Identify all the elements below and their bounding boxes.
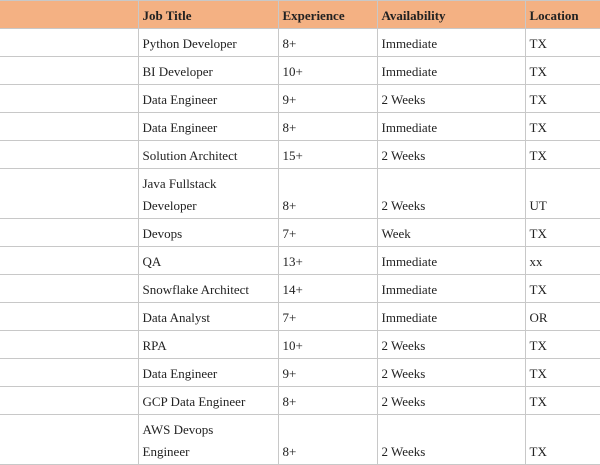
spacer-cell bbox=[0, 112, 139, 141]
location-cell: TX bbox=[524, 330, 600, 359]
table-row: Data Engineer 9+ 2 Weeks TX bbox=[0, 84, 600, 113]
spacer-cell bbox=[0, 386, 139, 415]
table-body: Python Developer 8+ Immediate TX BI Develope… bbox=[0, 28, 600, 465]
table-header: Job Title Experience Availability Locati… bbox=[0, 0, 600, 29]
job-title-cell: AWS Devops Engineer bbox=[137, 414, 279, 465]
experience-cell: 10+ bbox=[277, 330, 378, 359]
location-cell: TX bbox=[524, 84, 600, 113]
table-row: Snowflake Architect 14+ Immediate TX bbox=[0, 274, 600, 303]
spacer-cell bbox=[0, 218, 139, 247]
table-row: Data Engineer 8+ Immediate TX bbox=[0, 112, 600, 141]
spacer-cell bbox=[0, 358, 139, 387]
location-cell: TX bbox=[524, 56, 600, 85]
table-row: AWS Devops Engineer 8+ 2 Weeks TX bbox=[0, 414, 600, 465]
location-cell: TX bbox=[524, 140, 600, 169]
availability-cell: Immediate bbox=[376, 274, 526, 303]
availability-cell: 2 Weeks bbox=[376, 414, 526, 465]
location-cell: TX bbox=[524, 414, 600, 465]
experience-cell: 10+ bbox=[277, 56, 378, 85]
job-title-cell: Snowflake Architect bbox=[137, 274, 279, 303]
experience-cell: 7+ bbox=[277, 218, 378, 247]
job-title-cell: Python Developer bbox=[137, 28, 279, 57]
table-row: Python Developer 8+ Immediate TX bbox=[0, 28, 600, 57]
experience-cell: 8+ bbox=[277, 414, 378, 465]
header-cell: Location bbox=[524, 0, 600, 29]
header-cell: Availability bbox=[376, 0, 526, 29]
table-row: Java Fullstack Developer 8+ 2 Weeks UT bbox=[0, 168, 600, 219]
availability-cell: Immediate bbox=[376, 28, 526, 57]
experience-cell: 8+ bbox=[277, 386, 378, 415]
availability-cell: 2 Weeks bbox=[376, 330, 526, 359]
spacer-cell bbox=[0, 28, 139, 57]
header-cell: Job Title bbox=[137, 0, 279, 29]
location-cell: TX bbox=[524, 386, 600, 415]
table-row: BI Developer 10+ Immediate TX bbox=[0, 56, 600, 85]
experience-cell: 15+ bbox=[277, 140, 378, 169]
availability-cell: 2 Weeks bbox=[376, 84, 526, 113]
availability-cell: Immediate bbox=[376, 246, 526, 275]
spacer-cell bbox=[0, 56, 139, 85]
job-title-cell: Data Analyst bbox=[137, 302, 279, 331]
job-title-cell: Data Engineer bbox=[137, 112, 279, 141]
job-title-cell: Java Fullstack Developer bbox=[137, 168, 279, 219]
location-cell: OR bbox=[524, 302, 600, 331]
experience-cell: 7+ bbox=[277, 302, 378, 331]
spacer-cell bbox=[0, 140, 139, 169]
location-cell: xx bbox=[524, 246, 600, 275]
header-row: Job Title Experience Availability Locati… bbox=[0, 0, 600, 29]
availability-cell: Immediate bbox=[376, 302, 526, 331]
spacer-cell bbox=[0, 274, 139, 303]
job-title-cell: GCP Data Engineer bbox=[137, 386, 279, 415]
spacer-cell bbox=[0, 414, 139, 465]
job-title-cell: Devops bbox=[137, 218, 279, 247]
experience-cell: 9+ bbox=[277, 358, 378, 387]
location-cell: TX bbox=[524, 28, 600, 57]
table-row: Solution Architect 15+ 2 Weeks TX bbox=[0, 140, 600, 169]
experience-cell: 13+ bbox=[277, 246, 378, 275]
table-row: Data Analyst 7+ Immediate OR bbox=[0, 302, 600, 331]
experience-cell: 8+ bbox=[277, 112, 378, 141]
table-row: RPA 10+ 2 Weeks TX bbox=[0, 330, 600, 359]
location-cell: UT bbox=[524, 168, 600, 219]
job-title-cell: QA bbox=[137, 246, 279, 275]
table-row: Data Engineer 9+ 2 Weeks TX bbox=[0, 358, 600, 387]
location-cell: TX bbox=[524, 218, 600, 247]
availability-cell: 2 Weeks bbox=[376, 358, 526, 387]
availability-cell: Immediate bbox=[376, 56, 526, 85]
location-cell: TX bbox=[524, 112, 600, 141]
experience-cell: 8+ bbox=[277, 28, 378, 57]
job-title-cell: Data Engineer bbox=[137, 84, 279, 113]
spacer-cell bbox=[0, 330, 139, 359]
experience-cell: 8+ bbox=[277, 168, 378, 219]
job-title-cell: Data Engineer bbox=[137, 358, 279, 387]
location-cell: TX bbox=[524, 274, 600, 303]
job-title-cell: RPA bbox=[137, 330, 279, 359]
availability-cell: 2 Weeks bbox=[376, 140, 526, 169]
table-row: QA 13+ Immediate xx bbox=[0, 246, 600, 275]
table-row: Devops 7+ Week TX bbox=[0, 218, 600, 247]
availability-cell: 2 Weeks bbox=[376, 168, 526, 219]
spacer-cell bbox=[0, 246, 139, 275]
availability-cell: Week bbox=[376, 218, 526, 247]
spacer-cell bbox=[0, 0, 139, 29]
location-cell: TX bbox=[524, 358, 600, 387]
experience-cell: 9+ bbox=[277, 84, 378, 113]
spacer-cell bbox=[0, 168, 139, 219]
header-cell: Experience bbox=[277, 0, 378, 29]
spacer-cell bbox=[0, 302, 139, 331]
job-title-cell: BI Developer bbox=[137, 56, 279, 85]
job-title-cell: Solution Architect bbox=[137, 140, 279, 169]
experience-cell: 14+ bbox=[277, 274, 378, 303]
availability-cell: Immediate bbox=[376, 112, 526, 141]
table-row: GCP Data Engineer 8+ 2 Weeks TX bbox=[0, 386, 600, 415]
availability-cell: 2 Weeks bbox=[376, 386, 526, 415]
spacer-cell bbox=[0, 84, 139, 113]
